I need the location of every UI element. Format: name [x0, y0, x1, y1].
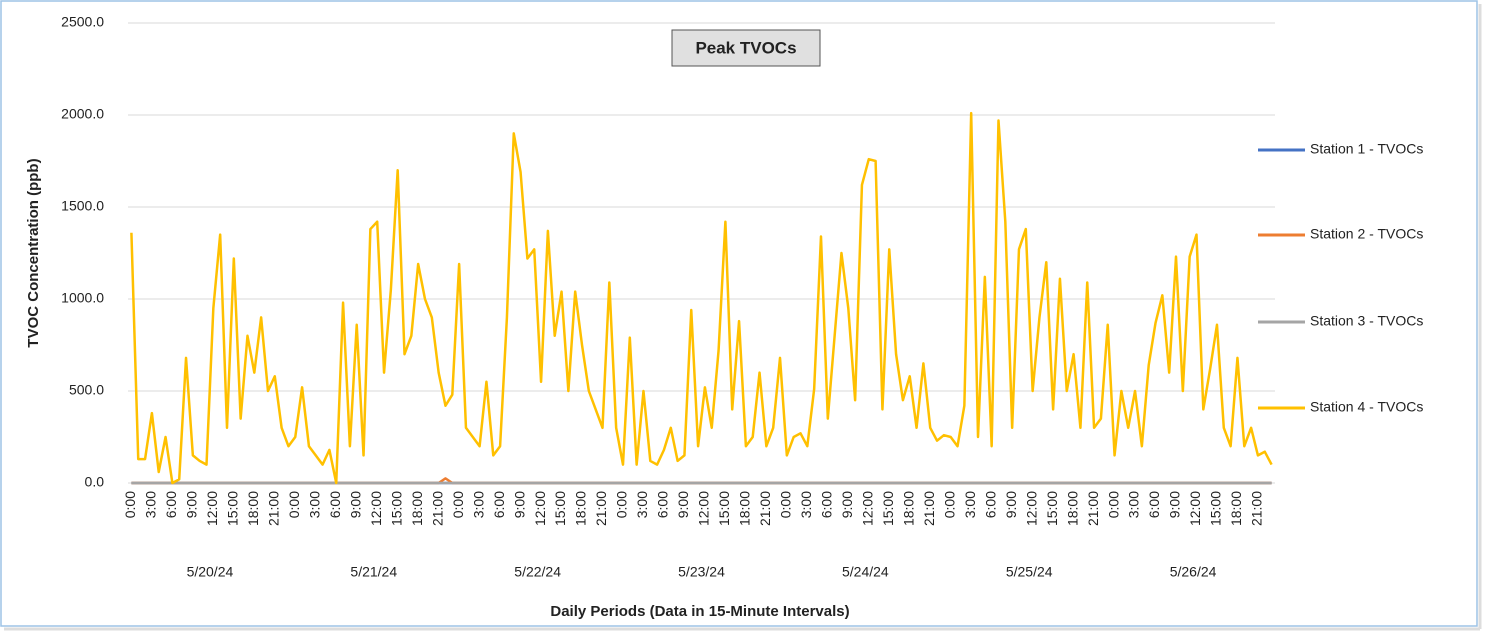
x-tick-label: 6:00 — [655, 491, 671, 518]
x-tick-label: 3:00 — [306, 491, 322, 518]
x-tick-label: 6:00 — [327, 491, 343, 518]
date-label: 5/21/24 — [350, 564, 397, 580]
legend-label: Station 4 - TVOCs — [1310, 399, 1423, 415]
x-tick-label: 0:00 — [778, 491, 794, 518]
x-tick-label: 12:00 — [859, 491, 875, 526]
x-tick-label: 21:00 — [265, 491, 281, 526]
y-tick-label: 0.0 — [85, 474, 105, 490]
y-tick-label: 2500.0 — [61, 14, 104, 30]
chart-title: Peak TVOCs — [695, 38, 796, 57]
x-tick-label: 12:00 — [696, 491, 712, 526]
date-label: 5/20/24 — [187, 564, 234, 580]
title-box — [671, 29, 821, 67]
x-tick-label: 9:00 — [347, 491, 363, 518]
x-tick-label: 18:00 — [1228, 491, 1244, 526]
x-tick-label: 15:00 — [1044, 491, 1060, 526]
y-tick-label: 1500.0 — [61, 198, 104, 214]
x-tick-label: 21:00 — [921, 491, 937, 526]
x-tick-label: 6:00 — [819, 491, 835, 518]
x-tick-label: 9:00 — [1167, 491, 1183, 518]
x-tick-label: 18:00 — [245, 491, 261, 526]
x-tick-label: 18:00 — [409, 491, 425, 526]
x-tick-label: 0:00 — [122, 491, 138, 518]
x-tick-label: 3:00 — [470, 491, 486, 518]
x-tick-label: 3:00 — [962, 491, 978, 518]
x-tick-label: 6:00 — [163, 491, 179, 518]
x-tick-label: 12:00 — [532, 491, 548, 526]
x-tick-label: 0:00 — [286, 491, 302, 518]
date-label: 5/24/24 — [842, 564, 889, 580]
x-tick-label: 15:00 — [1208, 491, 1224, 526]
x-tick-label: 3:00 — [1126, 491, 1142, 518]
x-tick-label: 18:00 — [1064, 491, 1080, 526]
x-tick-label: 9:00 — [1003, 491, 1019, 518]
y-tick-label: 2000.0 — [61, 106, 104, 122]
legend-label: Station 3 - TVOCs — [1310, 313, 1423, 329]
x-tick-label: 21:00 — [593, 491, 609, 526]
x-tick-label: 18:00 — [737, 491, 753, 526]
date-label: 5/26/24 — [1170, 564, 1217, 580]
x-tick-label: 18:00 — [900, 491, 916, 526]
x-tick-label: 0:00 — [450, 491, 466, 518]
x-tick-label: 0:00 — [614, 491, 630, 518]
x-tick-label: 15:00 — [552, 491, 568, 526]
x-tick-label: 3:00 — [798, 491, 814, 518]
date-label: 5/22/24 — [514, 564, 561, 580]
x-tick-label: 3:00 — [634, 491, 650, 518]
x-tick-label: 6:00 — [491, 491, 507, 518]
date-label: 5/25/24 — [1006, 564, 1053, 580]
x-tick-label: 21:00 — [757, 491, 773, 526]
x-tick-label: 0:00 — [941, 491, 957, 518]
date-label: 5/23/24 — [678, 564, 725, 580]
legend-label: Station 2 - TVOCs — [1310, 226, 1423, 242]
x-tick-label: 6:00 — [982, 491, 998, 518]
x-tick-label: 12:00 — [1187, 491, 1203, 526]
x-tick-label: 15:00 — [388, 491, 404, 526]
y-axis-title: TVOC Concentration (ppb) — [25, 158, 42, 347]
x-tick-label: 21:00 — [1085, 491, 1101, 526]
x-tick-label: 9:00 — [839, 491, 855, 518]
x-tick-label: 12:00 — [204, 491, 220, 526]
x-tick-label: 6:00 — [1146, 491, 1162, 518]
x-tick-label: 0:00 — [1105, 491, 1121, 518]
x-tick-label: 12:00 — [1023, 491, 1039, 526]
plot-lines — [130, 111, 1273, 485]
x-tick-label: 12:00 — [368, 491, 384, 526]
x-tick-label: 3:00 — [143, 491, 159, 518]
x-tick-label: 9:00 — [511, 491, 527, 518]
y-tick-label: 500.0 — [69, 382, 104, 398]
x-axis-title: Daily Periods (Data in 15-Minute Interva… — [550, 603, 849, 620]
y-tick-label: 1000.0 — [61, 290, 104, 306]
series-line — [130, 111, 1273, 485]
legend-label: Station 1 - TVOCs — [1310, 141, 1423, 157]
x-tick-label: 15:00 — [225, 491, 241, 526]
x-tick-label: 18:00 — [573, 491, 589, 526]
x-tick-label: 9:00 — [184, 491, 200, 518]
x-tick-label: 15:00 — [880, 491, 896, 526]
x-tick-label: 15:00 — [716, 491, 732, 526]
x-tick-label: 9:00 — [675, 491, 691, 518]
x-tick-label: 21:00 — [1249, 491, 1265, 526]
x-tick-label: 21:00 — [429, 491, 445, 526]
